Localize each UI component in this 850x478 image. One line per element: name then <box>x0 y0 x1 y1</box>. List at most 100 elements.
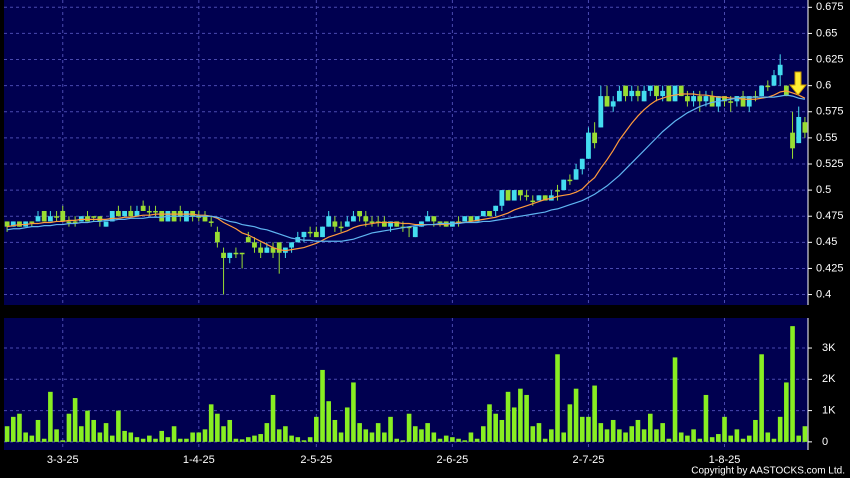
volume-bar <box>456 438 461 442</box>
y-tick-label: 0.6 <box>816 80 831 92</box>
candle-body <box>728 101 734 103</box>
candle-body <box>709 96 715 107</box>
candle-body <box>616 90 622 102</box>
candle-body <box>796 116 802 144</box>
volume-bar <box>549 429 554 442</box>
volume-bar <box>660 423 665 442</box>
candle-body <box>586 132 591 159</box>
candle-body <box>647 85 653 91</box>
volume-bar <box>103 423 109 442</box>
candle-body <box>542 195 548 201</box>
volume-bar <box>678 432 684 442</box>
volume-bar <box>369 432 375 442</box>
volume-bar <box>357 423 362 442</box>
price-panel <box>4 0 808 305</box>
x-tick-label: 3-3-25 <box>47 454 79 466</box>
candle-body <box>431 216 437 222</box>
candle-body <box>468 216 474 222</box>
volume-bar <box>72 398 78 442</box>
volume-bar <box>270 394 276 442</box>
candle-body <box>122 210 127 217</box>
volume-bar <box>753 419 758 442</box>
volume-bar <box>511 407 517 442</box>
candle-body <box>678 85 684 97</box>
candle-body <box>72 221 78 223</box>
volume-bar <box>215 413 220 442</box>
candle-body <box>536 195 542 201</box>
candle-body <box>134 210 140 217</box>
candle-body <box>128 210 134 217</box>
candle-body <box>344 221 350 227</box>
candle-body <box>47 216 53 222</box>
candle-body <box>202 216 208 222</box>
candle-body <box>54 216 59 218</box>
candle-body <box>740 96 746 107</box>
x-tick-label: 2-6-25 <box>436 454 468 466</box>
volume-bar <box>190 432 195 442</box>
volume-bar <box>48 391 53 442</box>
candle-body <box>35 216 41 222</box>
candle-body <box>109 210 115 222</box>
candle-body <box>338 226 344 229</box>
volume-bar <box>344 407 350 442</box>
y-tick-label: 0 <box>822 436 828 448</box>
volume-bar <box>617 429 622 442</box>
y-tick-label: 0.425 <box>816 262 844 274</box>
volume-bar <box>437 438 443 442</box>
candle-body <box>462 216 468 222</box>
volume-bar <box>196 432 202 442</box>
candle-body <box>103 221 109 227</box>
volume-bar <box>598 423 604 442</box>
candle-body <box>221 252 226 258</box>
candle-body <box>153 210 158 213</box>
candle-body <box>623 85 628 97</box>
candle-body <box>406 226 412 229</box>
volume-bar <box>128 432 134 442</box>
volume-bar <box>443 435 449 442</box>
volume-bar <box>771 438 777 442</box>
candle-body <box>480 210 486 217</box>
volume-bar <box>450 437 455 442</box>
volume-bar <box>790 326 795 442</box>
y-tick-label: 2K <box>822 373 836 385</box>
volume-bar <box>505 391 511 442</box>
volume-bar <box>487 404 492 442</box>
volume-bar <box>109 435 115 442</box>
candle-body <box>666 85 672 102</box>
volume-bar <box>35 419 41 442</box>
candle-body <box>320 226 325 238</box>
plot-layer: 3-3-25 1-4-25 2-5-25 2-6-25 2-7-25 1-8-25 0.4 0… <box>4 0 844 466</box>
candle-body <box>326 216 332 227</box>
volume-bar <box>295 437 301 442</box>
volume-bar <box>338 432 344 442</box>
volume-bar <box>351 382 356 442</box>
volume-bar <box>91 419 96 442</box>
volume-bar <box>382 432 387 442</box>
volume-bar <box>777 416 783 442</box>
candle-body <box>790 132 795 149</box>
candle-body <box>635 90 641 97</box>
candle-body <box>746 96 752 107</box>
volume-bar <box>734 429 740 442</box>
volume-bar <box>375 423 381 442</box>
candle-body <box>629 90 635 97</box>
volume-bar <box>227 419 233 442</box>
volume-bar <box>29 435 35 442</box>
volume-bar <box>536 423 542 442</box>
volume-bar <box>140 438 146 442</box>
volume-bar <box>802 426 808 442</box>
volume-bar <box>79 426 84 442</box>
volume-bar <box>153 438 158 442</box>
y-tick-label: 0.675 <box>816 1 844 13</box>
volume-bar <box>23 432 28 442</box>
volume-bar <box>623 432 628 442</box>
candle-body <box>425 216 431 222</box>
volume-bar <box>567 404 573 442</box>
volume-bar <box>412 426 418 442</box>
candle-body <box>313 231 319 238</box>
candle-body <box>369 221 375 223</box>
candle-body <box>381 221 387 227</box>
arrow-annotation <box>788 71 808 96</box>
volume-bar <box>171 426 177 442</box>
